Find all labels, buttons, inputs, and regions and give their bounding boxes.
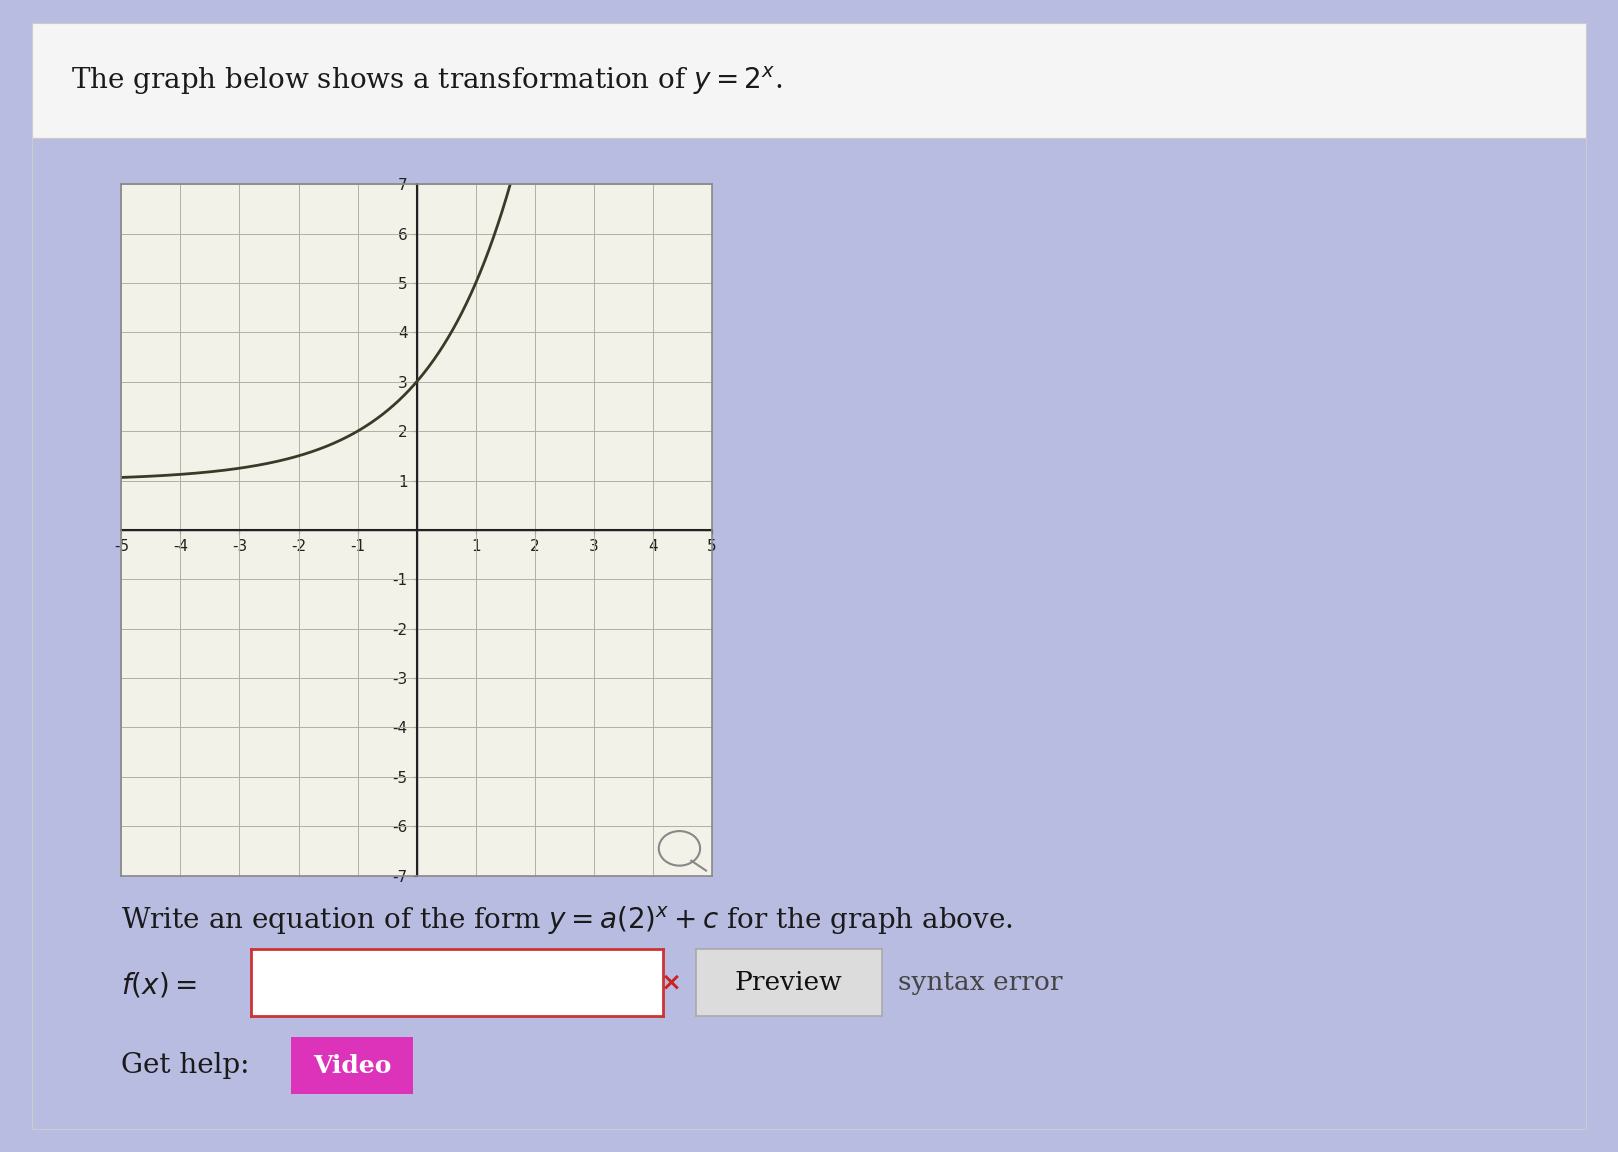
- Text: Preview: Preview: [735, 970, 843, 995]
- Text: The graph below shows a transformation of $y = 2^x$.: The graph below shows a transformation o…: [71, 65, 783, 97]
- Text: Write an equation of the form $y = a(2)^x + c$ for the graph above.: Write an equation of the form $y = a(2)^…: [121, 904, 1013, 937]
- Text: Get help:: Get help:: [121, 1052, 249, 1079]
- Text: Video: Video: [312, 1054, 392, 1077]
- Text: ×: ×: [662, 971, 681, 994]
- Text: $f(x) =$: $f(x) =$: [121, 970, 197, 1000]
- Text: syntax error: syntax error: [898, 970, 1063, 995]
